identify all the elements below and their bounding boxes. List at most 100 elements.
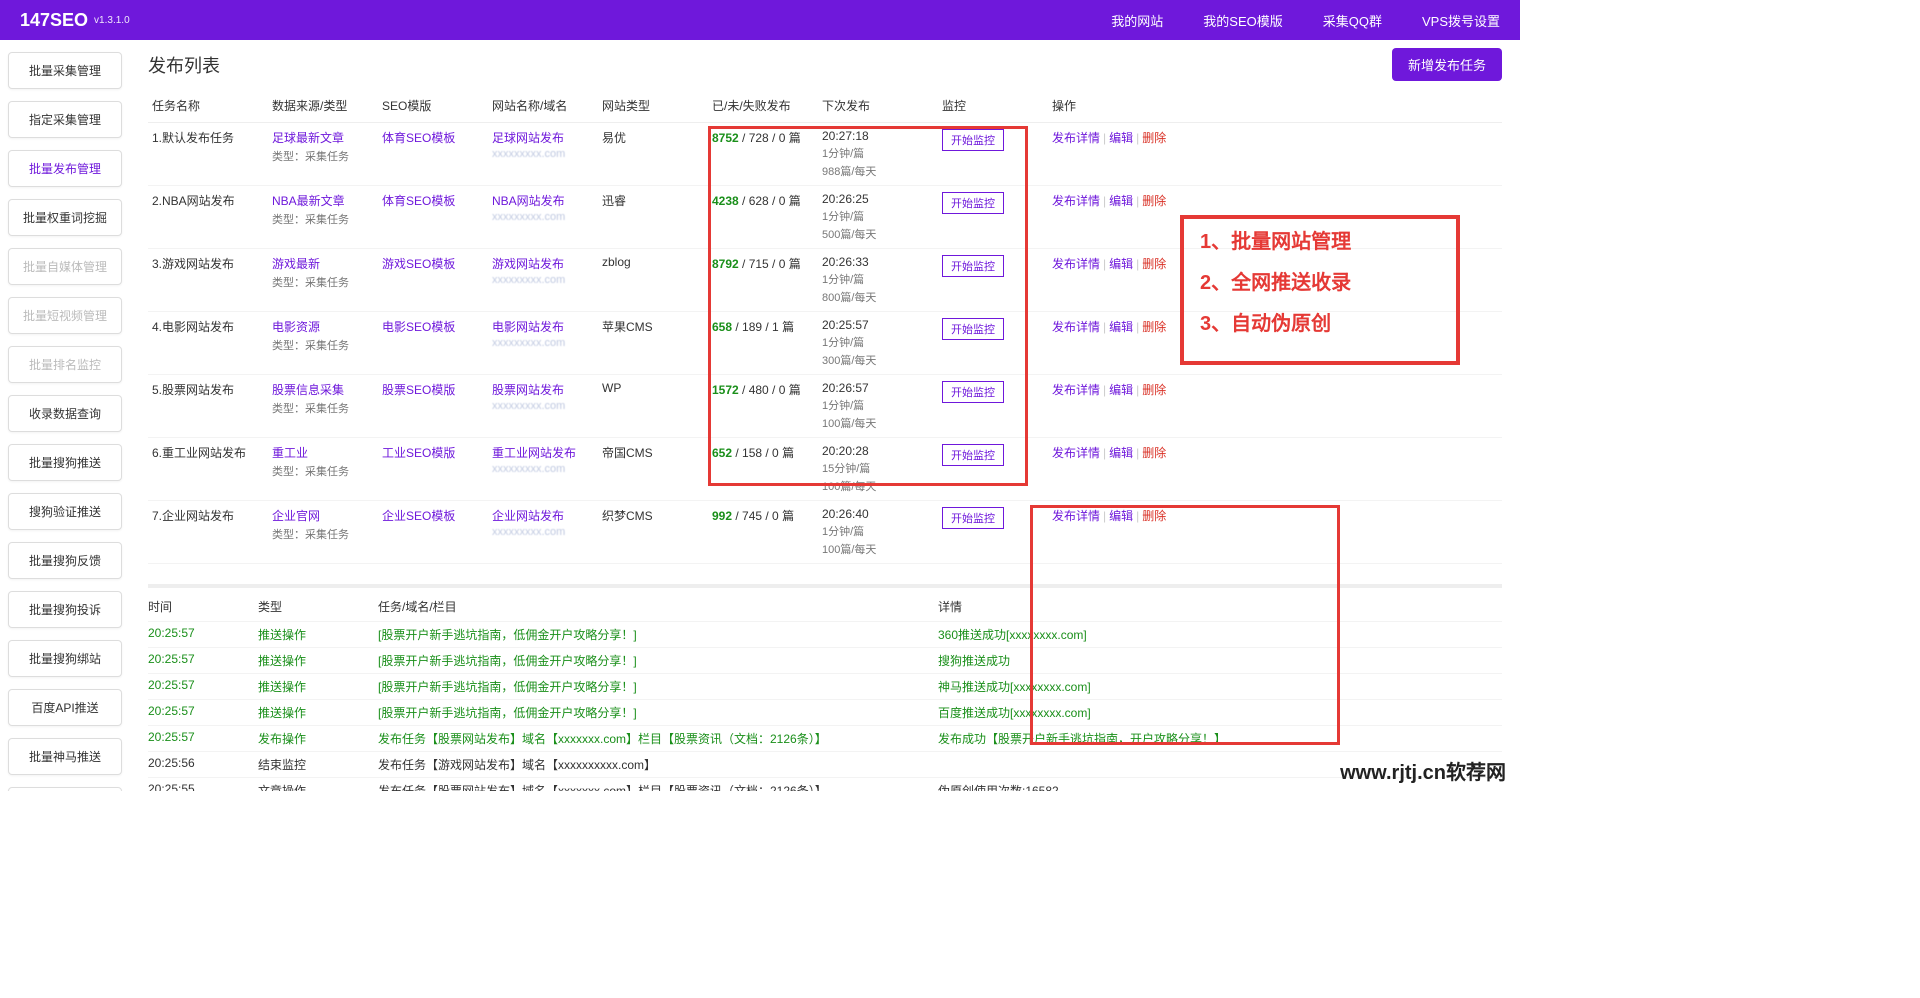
monitor-button[interactable]: 开始监控 bbox=[942, 318, 1004, 340]
site-link[interactable]: 重工业网站发布 bbox=[492, 446, 576, 460]
template-link[interactable]: 工业SEO模版 bbox=[382, 446, 455, 460]
sidebar-item[interactable]: 指定采集管理 bbox=[8, 101, 122, 138]
sidebar: 批量采集管理指定采集管理批量发布管理批量权重词挖掘批量自媒体管理批量短视频管理批… bbox=[0, 40, 130, 791]
log-row: 20:25:56结束监控发布任务【游戏网站发布】域名【xxxxxxxxxx.co… bbox=[148, 752, 1502, 778]
sidebar-item[interactable]: 批量搜狗绑站 bbox=[8, 640, 122, 677]
new-task-button[interactable]: 新增发布任务 bbox=[1392, 48, 1502, 81]
edit-link[interactable]: 编辑 bbox=[1109, 194, 1133, 208]
sidebar-item[interactable]: 批量权重词挖掘 bbox=[8, 199, 122, 236]
log-row: 20:25:57发布操作发布任务【股票网站发布】域名【xxxxxxx.com】栏… bbox=[148, 726, 1502, 752]
edit-link[interactable]: 编辑 bbox=[1109, 257, 1133, 271]
edit-link[interactable]: 编辑 bbox=[1109, 383, 1133, 397]
annotation-callout: 1、批量网站管理 2、全网推送收录 3、自动伪原创 bbox=[1180, 215, 1460, 365]
sidebar-item[interactable]: 批量发布管理 bbox=[8, 150, 122, 187]
table-header: 下次发布 bbox=[818, 89, 938, 123]
main-panel: 发布列表 新增发布任务 任务名称数据来源/类型SEO模版网站名称/域名网站类型已… bbox=[130, 40, 1520, 791]
source-link[interactable]: NBA最新文章 bbox=[272, 194, 345, 208]
sidebar-item[interactable]: 收录数据查询 bbox=[8, 395, 122, 432]
top-nav-link[interactable]: 我的SEO模版 bbox=[1203, 14, 1282, 29]
table-header: 已/未/失败发布 bbox=[708, 89, 818, 123]
source-link[interactable]: 电影资源 bbox=[272, 320, 320, 334]
delete-link[interactable]: 删除 bbox=[1142, 194, 1166, 208]
template-link[interactable]: 电影SEO模板 bbox=[382, 320, 455, 334]
detail-link[interactable]: 发布详情 bbox=[1052, 446, 1100, 460]
sidebar-item[interactable]: 批量360推送 bbox=[8, 787, 122, 791]
source-link[interactable]: 足球最新文章 bbox=[272, 131, 344, 145]
detail-link[interactable]: 发布详情 bbox=[1052, 257, 1100, 271]
log-row: 20:25:57推送操作[股票开户新手逃坑指南，低佣金开户攻略分享！]神马推送成… bbox=[148, 674, 1502, 700]
detail-link[interactable]: 发布详情 bbox=[1052, 383, 1100, 397]
delete-link[interactable]: 删除 bbox=[1142, 509, 1166, 523]
edit-link[interactable]: 编辑 bbox=[1109, 509, 1133, 523]
site-link[interactable]: 足球网站发布 bbox=[492, 131, 564, 145]
log-area: 时间 类型 任务/域名/栏目 详情 20:25:57推送操作[股票开户新手逃坑指… bbox=[148, 584, 1502, 791]
sidebar-item[interactable]: 批量神马推送 bbox=[8, 738, 122, 775]
sidebar-item[interactable]: 批量采集管理 bbox=[8, 52, 122, 89]
edit-link[interactable]: 编辑 bbox=[1109, 320, 1133, 334]
topbar: 147SEO v1.3.1.0 我的网站 我的SEO模版 采集QQ群 VPS拨号设置 bbox=[0, 0, 1520, 40]
monitor-button[interactable]: 开始监控 bbox=[942, 381, 1004, 403]
monitor-button[interactable]: 开始监控 bbox=[942, 192, 1004, 214]
top-nav: 我的网站 我的SEO模版 采集QQ群 VPS拨号设置 bbox=[1071, 11, 1500, 30]
log-header: 时间 类型 任务/域名/栏目 详情 bbox=[148, 592, 1502, 622]
site-link[interactable]: NBA网站发布 bbox=[492, 194, 565, 208]
detail-link[interactable]: 发布详情 bbox=[1052, 320, 1100, 334]
sidebar-item[interactable]: 搜狗验证推送 bbox=[8, 493, 122, 530]
log-row: 20:25:57推送操作[股票开户新手逃坑指南，低佣金开户攻略分享！]百度推送成… bbox=[148, 700, 1502, 726]
template-link[interactable]: 体育SEO模板 bbox=[382, 194, 455, 208]
table-row: 1.默认发布任务足球最新文章类型：采集任务体育SEO模板足球网站发布xxxxxx… bbox=[148, 123, 1502, 186]
top-nav-link[interactable]: VPS拨号设置 bbox=[1422, 14, 1500, 29]
template-link[interactable]: 企业SEO模板 bbox=[382, 509, 455, 523]
log-row: 20:25:55文章操作发布任务【股票网站发布】域名【xxxxxxx.com】栏… bbox=[148, 778, 1502, 791]
template-link[interactable]: 游戏SEO模板 bbox=[382, 257, 455, 271]
top-nav-link[interactable]: 我的网站 bbox=[1111, 14, 1163, 29]
table-header: 操作 bbox=[1048, 89, 1502, 123]
table-header: 数据来源/类型 bbox=[268, 89, 378, 123]
table-header: SEO模版 bbox=[378, 89, 488, 123]
monitor-button[interactable]: 开始监控 bbox=[942, 444, 1004, 466]
brand: 147SEO bbox=[20, 10, 88, 31]
site-link[interactable]: 游戏网站发布 bbox=[492, 257, 564, 271]
delete-link[interactable]: 删除 bbox=[1142, 257, 1166, 271]
table-header: 监控 bbox=[938, 89, 1048, 123]
detail-link[interactable]: 发布详情 bbox=[1052, 194, 1100, 208]
delete-link[interactable]: 删除 bbox=[1142, 383, 1166, 397]
sidebar-item[interactable]: 百度API推送 bbox=[8, 689, 122, 726]
site-link[interactable]: 股票网站发布 bbox=[492, 383, 564, 397]
version: v1.3.1.0 bbox=[94, 15, 130, 26]
source-link[interactable]: 企业官网 bbox=[272, 509, 320, 523]
delete-link[interactable]: 删除 bbox=[1142, 131, 1166, 145]
sidebar-item[interactable]: 批量搜狗投诉 bbox=[8, 591, 122, 628]
table-header: 网站类型 bbox=[598, 89, 708, 123]
sidebar-item: 批量自媒体管理 bbox=[8, 248, 122, 285]
source-link[interactable]: 股票信息采集 bbox=[272, 383, 344, 397]
delete-link[interactable]: 删除 bbox=[1142, 320, 1166, 334]
table-header: 任务名称 bbox=[148, 89, 268, 123]
site-link[interactable]: 电影网站发布 bbox=[492, 320, 564, 334]
site-link[interactable]: 企业网站发布 bbox=[492, 509, 564, 523]
log-row: 20:25:57推送操作[股票开户新手逃坑指南，低佣金开户攻略分享！]搜狗推送成… bbox=[148, 648, 1502, 674]
sidebar-item[interactable]: 批量搜狗反馈 bbox=[8, 542, 122, 579]
sidebar-item[interactable]: 批量搜狗推送 bbox=[8, 444, 122, 481]
template-link[interactable]: 股票SEO模版 bbox=[382, 383, 455, 397]
table-row: 5.股票网站发布股票信息采集类型：采集任务股票SEO模版股票网站发布xxxxxx… bbox=[148, 375, 1502, 438]
edit-link[interactable]: 编辑 bbox=[1109, 131, 1133, 145]
table-header: 网站名称/域名 bbox=[488, 89, 598, 123]
sidebar-item: 批量短视频管理 bbox=[8, 297, 122, 334]
monitor-button[interactable]: 开始监控 bbox=[942, 507, 1004, 529]
source-link[interactable]: 游戏最新 bbox=[272, 257, 320, 271]
template-link[interactable]: 体育SEO模板 bbox=[382, 131, 455, 145]
page-title: 发布列表 bbox=[148, 52, 220, 78]
monitor-button[interactable]: 开始监控 bbox=[942, 255, 1004, 277]
monitor-button[interactable]: 开始监控 bbox=[942, 129, 1004, 151]
log-row: 20:25:57推送操作[股票开户新手逃坑指南，低佣金开户攻略分享！]360推送… bbox=[148, 622, 1502, 648]
detail-link[interactable]: 发布详情 bbox=[1052, 509, 1100, 523]
detail-link[interactable]: 发布详情 bbox=[1052, 131, 1100, 145]
delete-link[interactable]: 删除 bbox=[1142, 446, 1166, 460]
table-row: 6.重工业网站发布重工业类型：采集任务工业SEO模版重工业网站发布xxxxxxx… bbox=[148, 438, 1502, 501]
edit-link[interactable]: 编辑 bbox=[1109, 446, 1133, 460]
top-nav-link[interactable]: 采集QQ群 bbox=[1323, 14, 1382, 29]
watermark: www.rjtj.cn软荐网 bbox=[1340, 756, 1506, 785]
source-link[interactable]: 重工业 bbox=[272, 446, 308, 460]
sidebar-item: 批量排名监控 bbox=[8, 346, 122, 383]
